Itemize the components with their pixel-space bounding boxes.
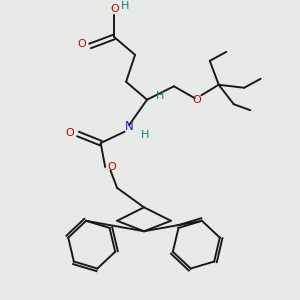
Text: O: O (107, 162, 116, 172)
Text: H: H (121, 1, 129, 11)
Text: H: H (155, 91, 164, 101)
Text: O: O (65, 128, 74, 138)
Text: O: O (110, 4, 119, 14)
Text: H: H (140, 130, 149, 140)
Text: N: N (125, 120, 134, 134)
Text: O: O (77, 39, 86, 50)
Text: O: O (192, 95, 201, 105)
